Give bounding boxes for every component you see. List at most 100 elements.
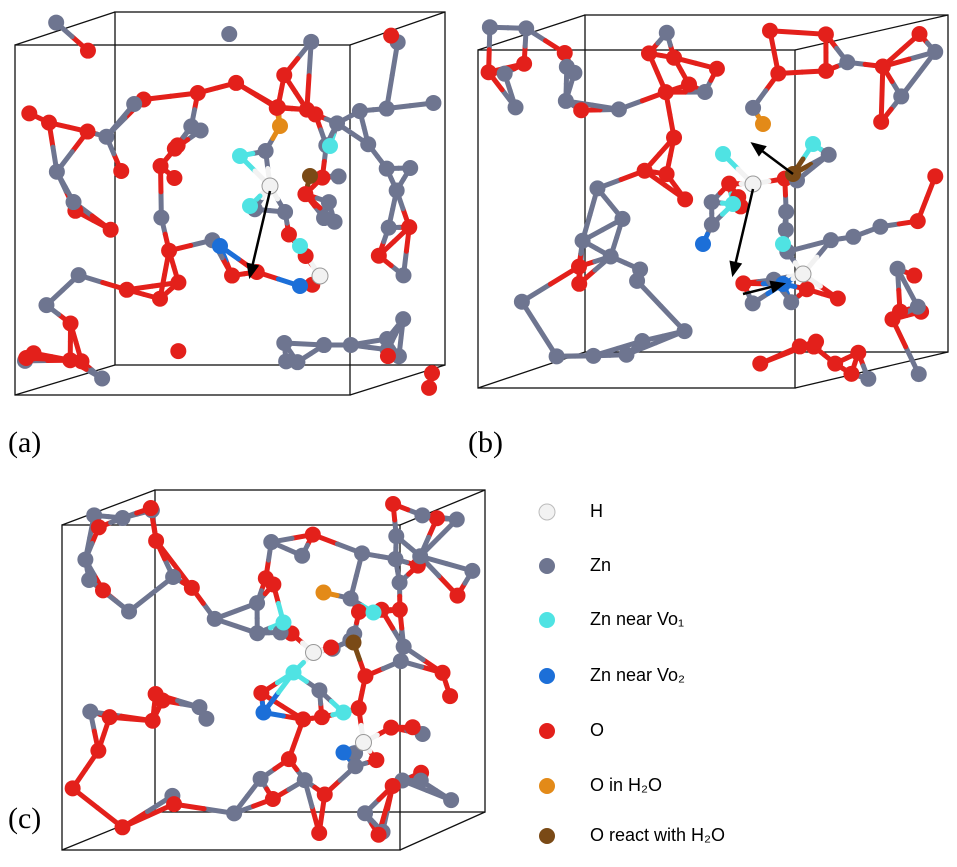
atom xyxy=(392,653,409,670)
atom xyxy=(658,24,675,41)
atom xyxy=(90,519,107,536)
atom xyxy=(378,100,395,117)
arrows xyxy=(729,142,794,296)
atom xyxy=(434,664,451,681)
atom xyxy=(548,348,565,365)
atom xyxy=(573,102,590,119)
atom xyxy=(783,294,800,311)
atom xyxy=(822,232,839,249)
atom xyxy=(147,686,164,703)
atom xyxy=(391,574,408,591)
atom xyxy=(314,169,331,186)
atom xyxy=(41,114,58,131)
atom xyxy=(448,511,465,528)
atom xyxy=(860,370,877,387)
arrow-head xyxy=(769,280,787,294)
atom xyxy=(383,719,400,736)
atom xyxy=(618,346,635,363)
atom xyxy=(285,664,302,681)
atom xyxy=(311,267,329,285)
atom xyxy=(927,43,944,60)
atom xyxy=(153,209,170,226)
atom xyxy=(827,355,844,372)
atom xyxy=(378,160,395,177)
atom xyxy=(265,576,282,593)
atom xyxy=(884,311,901,328)
atom xyxy=(388,182,405,199)
atom xyxy=(755,116,771,132)
structure xyxy=(14,11,446,396)
atom xyxy=(64,780,81,797)
atom xyxy=(257,143,274,160)
atom xyxy=(269,99,286,116)
atom xyxy=(402,159,419,176)
atom xyxy=(395,267,412,284)
atom xyxy=(640,45,657,62)
atom xyxy=(148,532,165,549)
atom xyxy=(808,333,825,350)
atom xyxy=(355,734,372,751)
atom xyxy=(818,62,835,79)
atom xyxy=(927,168,944,185)
atom xyxy=(249,625,266,642)
atom xyxy=(721,175,738,192)
cell-face xyxy=(477,49,796,389)
atom xyxy=(893,88,910,105)
atom xyxy=(79,123,96,140)
atom xyxy=(114,510,131,527)
atom xyxy=(412,772,429,789)
atom xyxy=(676,323,693,340)
atom xyxy=(249,595,266,612)
atom xyxy=(516,55,533,72)
atom xyxy=(745,99,762,116)
atom xyxy=(165,568,182,585)
atom xyxy=(843,365,860,382)
atom xyxy=(556,44,573,61)
legend-label: O react with H₂O xyxy=(590,825,725,845)
atom xyxy=(166,140,183,157)
atom xyxy=(292,238,308,254)
atom xyxy=(839,54,856,71)
atom xyxy=(449,587,466,604)
atom xyxy=(805,136,821,152)
structure xyxy=(61,489,486,851)
atom xyxy=(791,338,808,355)
atom xyxy=(315,584,332,601)
atom xyxy=(189,85,206,102)
legend-swatch xyxy=(539,723,555,739)
atom xyxy=(798,281,815,298)
atom xyxy=(102,221,119,238)
atom xyxy=(480,64,497,81)
atom xyxy=(370,826,387,843)
atom xyxy=(264,791,281,808)
atom xyxy=(778,203,795,220)
atom xyxy=(280,751,297,768)
cell-face xyxy=(584,14,949,353)
atom xyxy=(144,712,161,729)
atom xyxy=(770,65,787,82)
atom xyxy=(296,772,313,789)
atom xyxy=(191,699,208,716)
atom xyxy=(570,258,587,275)
atom xyxy=(391,601,408,618)
atom xyxy=(277,203,294,220)
atom xyxy=(70,267,87,284)
atom xyxy=(292,278,308,294)
atom xyxy=(48,163,65,180)
cell-face xyxy=(61,524,401,851)
legend-swatch xyxy=(538,503,556,521)
atom xyxy=(357,668,374,685)
atom xyxy=(276,334,293,351)
atom xyxy=(820,146,837,163)
arrow xyxy=(731,188,755,275)
atom xyxy=(302,168,318,184)
atom xyxy=(330,168,347,185)
atom xyxy=(752,355,769,372)
atom xyxy=(198,710,215,727)
atom xyxy=(817,26,834,43)
atom xyxy=(383,27,400,44)
atom xyxy=(298,101,315,118)
atom xyxy=(496,65,513,82)
atom xyxy=(425,94,442,111)
atom xyxy=(385,496,402,513)
